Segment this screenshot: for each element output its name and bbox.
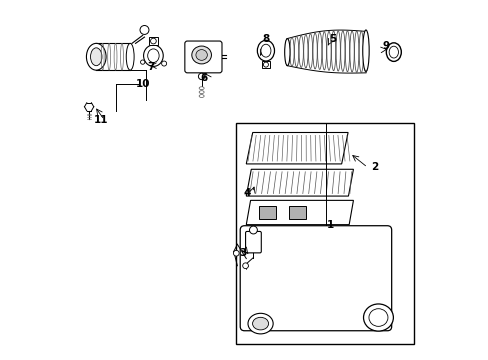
Circle shape: [249, 226, 257, 234]
Ellipse shape: [363, 304, 392, 331]
Ellipse shape: [252, 317, 268, 330]
Ellipse shape: [284, 39, 289, 66]
Circle shape: [140, 60, 144, 64]
Ellipse shape: [368, 309, 387, 327]
Text: 9: 9: [381, 41, 388, 51]
Ellipse shape: [86, 43, 106, 70]
Bar: [288, 206, 305, 219]
Circle shape: [242, 263, 248, 269]
Polygon shape: [246, 169, 353, 196]
Polygon shape: [262, 61, 269, 68]
Text: 6: 6: [201, 73, 208, 83]
Circle shape: [150, 38, 156, 44]
Polygon shape: [246, 201, 353, 225]
Text: 4: 4: [243, 188, 250, 198]
Circle shape: [263, 62, 268, 67]
FancyBboxPatch shape: [240, 226, 391, 331]
Text: 2: 2: [370, 162, 378, 172]
FancyBboxPatch shape: [184, 41, 222, 73]
Ellipse shape: [143, 45, 163, 66]
Ellipse shape: [247, 313, 273, 334]
Bar: [235, 123, 413, 344]
Text: 11: 11: [94, 115, 108, 125]
Circle shape: [233, 250, 239, 256]
Ellipse shape: [147, 49, 159, 63]
Ellipse shape: [261, 44, 270, 57]
Circle shape: [162, 61, 166, 66]
Ellipse shape: [126, 43, 134, 70]
Ellipse shape: [90, 48, 102, 66]
Ellipse shape: [257, 40, 274, 61]
Text: 3: 3: [239, 248, 246, 258]
Text: 7: 7: [147, 63, 154, 72]
Polygon shape: [246, 132, 347, 164]
Ellipse shape: [191, 46, 211, 64]
Circle shape: [198, 73, 204, 80]
Ellipse shape: [196, 50, 207, 60]
Text: 8: 8: [262, 34, 269, 44]
FancyBboxPatch shape: [245, 231, 261, 253]
Polygon shape: [149, 37, 157, 45]
Bar: [258, 206, 275, 219]
Text: 1: 1: [326, 220, 333, 230]
Text: 10: 10: [136, 79, 150, 89]
Ellipse shape: [386, 43, 401, 62]
Text: 5: 5: [329, 34, 336, 44]
Ellipse shape: [362, 30, 368, 71]
Ellipse shape: [388, 46, 398, 58]
Ellipse shape: [140, 26, 149, 35]
